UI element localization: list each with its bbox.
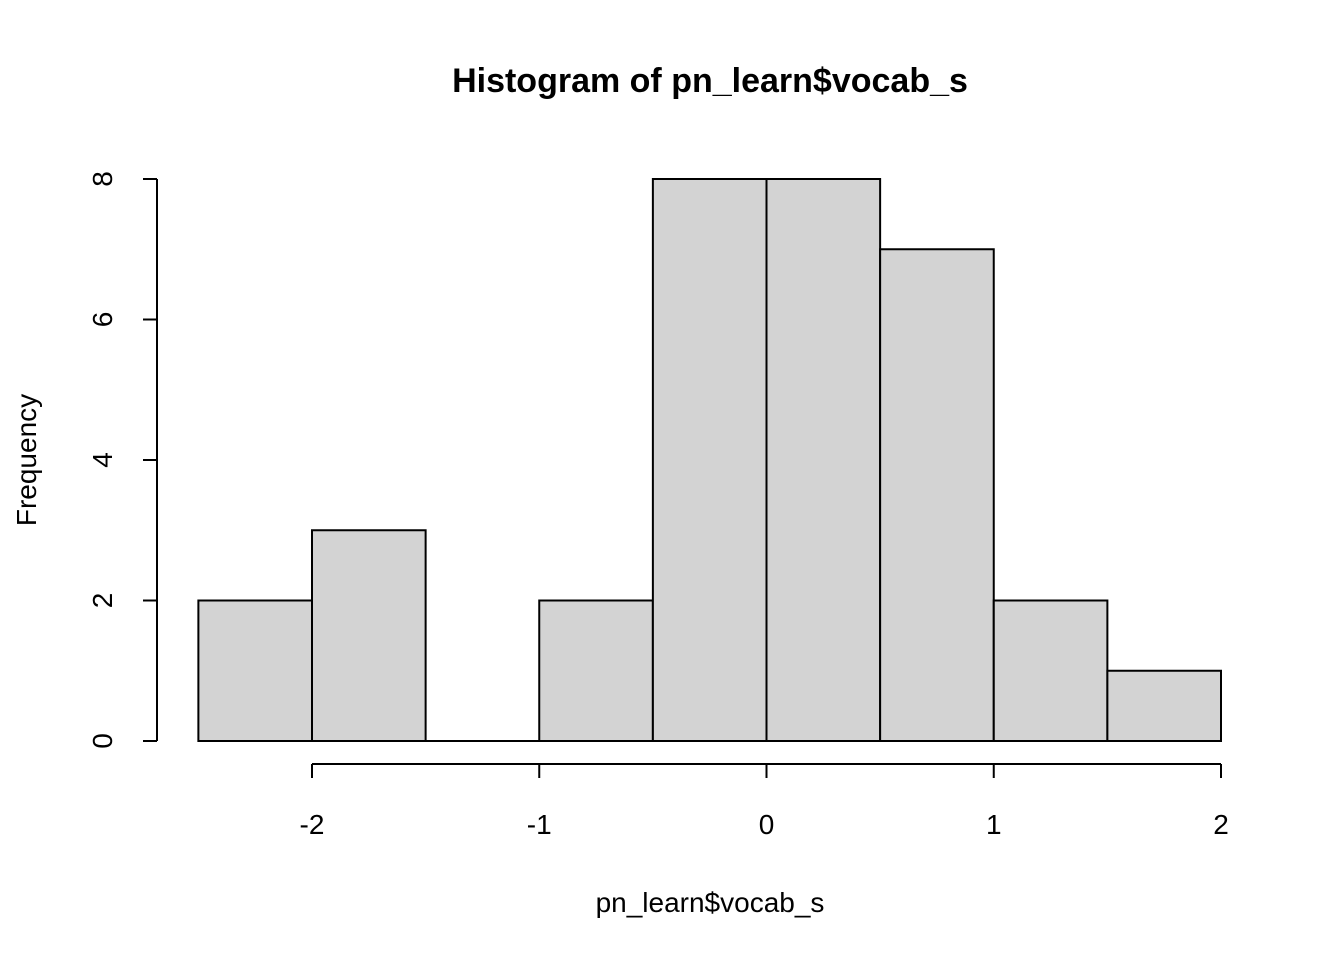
histogram-bar-7 bbox=[992, 599, 1109, 742]
y-axis: 0 2 4 6 8 bbox=[87, 171, 158, 749]
x-axis: -2 -1 0 1 2 bbox=[300, 763, 1229, 840]
chart-title: Histogram of pn_learn$vocab_s bbox=[452, 62, 968, 100]
histogram-bar-8 bbox=[1106, 669, 1222, 742]
x-tick-label-2: 0 bbox=[759, 809, 775, 840]
x-axis-label: pn_learn$vocab_s bbox=[596, 887, 825, 918]
y-axis-label: Frequency bbox=[11, 394, 42, 526]
bars-group bbox=[197, 178, 1222, 742]
x-tick-label-3: 1 bbox=[986, 809, 1002, 840]
x-tick-label-4: 2 bbox=[1213, 809, 1229, 840]
y-tick-label-1: 2 bbox=[87, 593, 118, 609]
y-tick-label-2: 4 bbox=[87, 452, 118, 468]
y-tick-label-3: 6 bbox=[87, 312, 118, 328]
histogram-bar-3 bbox=[538, 599, 654, 742]
histogram-bar-4 bbox=[651, 178, 768, 742]
histogram-bar-6 bbox=[879, 248, 995, 742]
histogram-bar-0 bbox=[197, 599, 313, 742]
x-tick-label-1: -1 bbox=[527, 809, 552, 840]
y-tick-label-0: 0 bbox=[87, 733, 118, 749]
histogram-bar-5 bbox=[765, 178, 882, 742]
histogram-bar-1 bbox=[311, 529, 427, 742]
y-tick-label-4: 8 bbox=[87, 171, 118, 187]
x-tick-label-0: -2 bbox=[300, 809, 325, 840]
